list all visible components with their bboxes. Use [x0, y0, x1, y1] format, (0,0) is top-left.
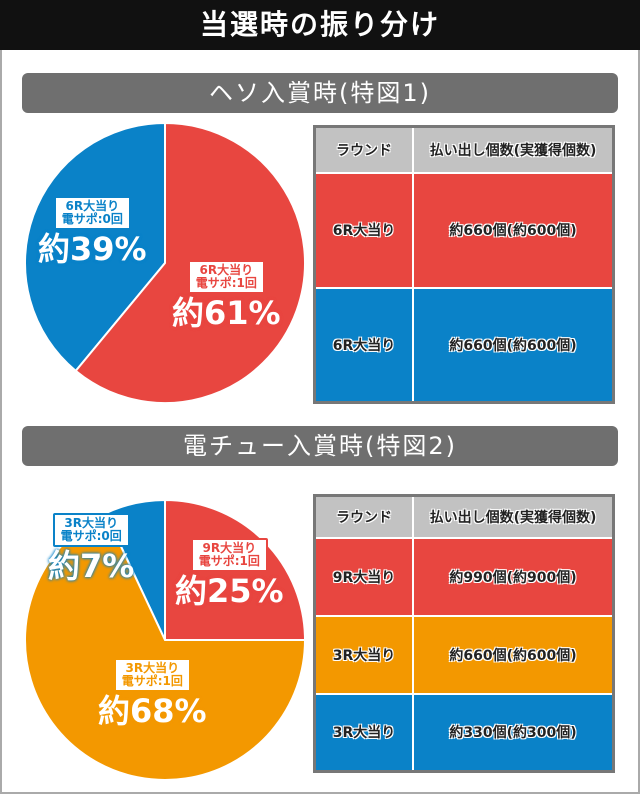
content-frame	[0, 50, 640, 794]
round-cell: 3R大当り	[313, 614, 414, 695]
slice-pct: 約39%	[38, 230, 147, 268]
slice-line2: 電サポ:1回	[121, 674, 183, 688]
slice-pct: 約7%	[48, 547, 135, 585]
slice-pct: 約61%	[172, 294, 281, 332]
table-row: 6R大当り 約660個(約600個)	[313, 171, 615, 289]
header-round: ラウンド	[313, 125, 414, 174]
slice-line1: 6R大当り	[199, 263, 254, 277]
slice-label-2-2: 3R大当り 電サポ:1回 約68%	[98, 658, 207, 730]
payout-table-1: ラウンド 払い出し個数(実獲得個数) 6R大当り 約660個(約600個) 6R大当…	[313, 125, 615, 404]
slice-line1: 3R大当り	[125, 661, 180, 675]
slice-label-1-1: 6R大当り 電サポ:1回 約61%	[172, 260, 281, 332]
table-row: 3R大当り 約660個(約600個)	[313, 614, 615, 695]
slice-label-2-1: 9R大当り 電サポ:1回 約25%	[175, 538, 284, 610]
slice-line2: 電サポ:0回	[60, 529, 122, 543]
slice-line2: 電サポ:0回	[61, 212, 123, 226]
payout-cell: 約660個(約600個)	[412, 286, 615, 404]
slice-line1: 9R大当り	[202, 541, 257, 555]
round-cell: 3R大当り	[313, 692, 414, 773]
header-payout: 払い出し個数(実獲得個数)	[412, 494, 615, 539]
payout-cell: 約990個(約900個)	[412, 536, 615, 617]
pie-chart-2	[24, 498, 307, 781]
slice-line1: 6R大当り	[65, 199, 120, 213]
payout-table-2: ラウンド 払い出し個数(実獲得個数) 9R大当り 約990個(約900個) 3R大当…	[313, 494, 615, 773]
table-row: 3R大当り 約330個(約300個)	[313, 692, 615, 773]
table-row: 6R大当り 約660個(約600個)	[313, 286, 615, 404]
section-banner-2: 電チュー入賞時(特図2)	[22, 426, 618, 466]
slice-line2: 電サポ:1回	[195, 276, 257, 290]
slice-label-2-0: 3R大当り 電サポ:0回 約7%	[48, 513, 134, 585]
pie-slice	[24, 121, 166, 373]
slice-pct: 約68%	[98, 692, 207, 730]
payout-cell: 約330個(約300個)	[412, 692, 615, 773]
slice-label-1-0: 6R大当り 電サポ:0回 約39%	[38, 196, 147, 268]
round-cell: 6R大当り	[313, 286, 414, 404]
round-cell: 6R大当り	[313, 171, 414, 289]
slice-line1: 3R大当り	[64, 516, 118, 530]
header-payout: 払い出し個数(実獲得個数)	[412, 125, 615, 174]
pie-slice	[24, 511, 307, 781]
slice-pct: 約25%	[175, 572, 284, 610]
slice-line2: 電サポ:1回	[198, 554, 260, 568]
page-title: 当選時の振り分け	[0, 0, 640, 50]
table-row: 9R大当り 約990個(約900個)	[313, 536, 615, 617]
payout-cell: 約660個(約600個)	[412, 614, 615, 695]
header-round: ラウンド	[313, 494, 414, 539]
section-banner-1: ヘソ入賞時(特図1)	[22, 73, 618, 113]
round-cell: 9R大当り	[313, 536, 414, 617]
payout-cell: 約660個(約600個)	[412, 171, 615, 289]
